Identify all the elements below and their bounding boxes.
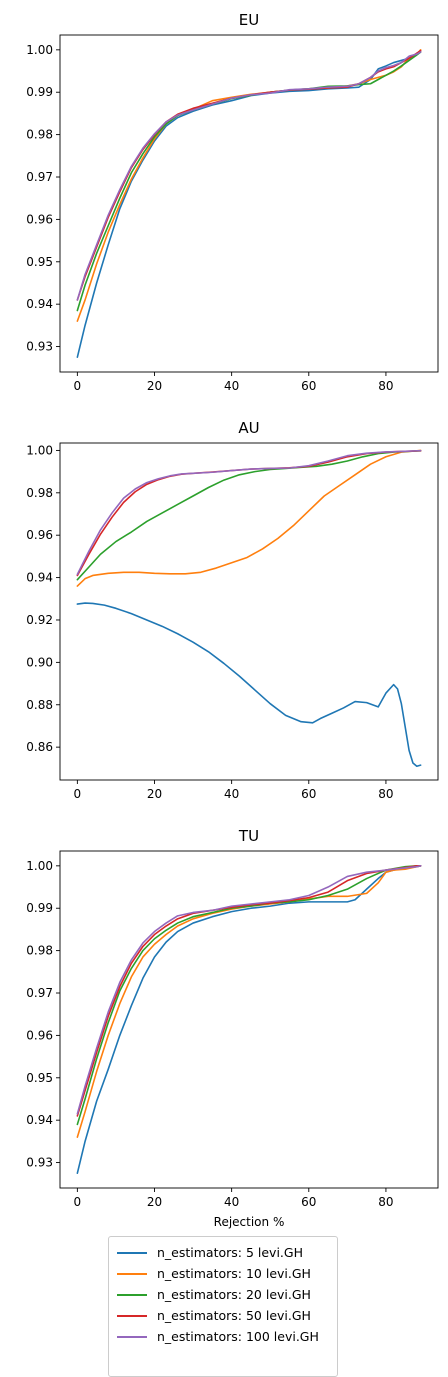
series-group bbox=[76, 449, 422, 768]
legend-label-50: n_estimators: 50 levi.GH bbox=[157, 1308, 311, 1323]
chart-panel-eu: EU 0 20 40 60 80 0.93 0.94 0.95 0.96 0.97 0.98 0.99 1… bbox=[26, 11, 439, 393]
y-tick-label: 0.98 bbox=[26, 944, 53, 958]
legend-swatch-50 bbox=[117, 1314, 147, 1317]
x-tick-label: 40 bbox=[224, 379, 239, 393]
y-tick-label: 0.93 bbox=[26, 340, 53, 354]
series-line-1 bbox=[76, 865, 422, 1174]
y-tick-label: 0.94 bbox=[26, 571, 53, 585]
y-tick-label: 1.00 bbox=[26, 443, 53, 457]
y-tick-label: 0.90 bbox=[26, 655, 53, 669]
legend-item: n_estimators: 50 levi.GH bbox=[117, 1305, 329, 1326]
y-tick-label: 0.88 bbox=[26, 698, 53, 712]
y-tick-label: 0.98 bbox=[26, 486, 53, 500]
legend: n_estimators: 5 levi.GH n_estimators: 10… bbox=[108, 1236, 338, 1377]
x-tick-label: 40 bbox=[224, 1195, 239, 1209]
y-tick-label: 0.96 bbox=[26, 528, 53, 542]
legend-label-20: n_estimators: 20 levi.GH bbox=[157, 1287, 311, 1302]
legend-item: n_estimators: 10 levi.GH bbox=[117, 1263, 329, 1284]
y-tick-label: 0.96 bbox=[26, 212, 53, 226]
series-line-4 bbox=[76, 865, 422, 1117]
series-group bbox=[76, 49, 422, 358]
chart-title: EU bbox=[239, 11, 259, 29]
x-tick-label: 80 bbox=[378, 379, 393, 393]
series-line-2 bbox=[76, 49, 422, 322]
legend-swatch-5 bbox=[117, 1251, 147, 1254]
x-tick-label: 80 bbox=[378, 787, 393, 801]
series-line-3 bbox=[76, 865, 422, 1126]
legend-label-100: n_estimators: 100 levi.GH bbox=[157, 1329, 319, 1344]
x-tick-label: 20 bbox=[147, 1195, 162, 1209]
y-tick-label: 1.00 bbox=[26, 859, 53, 873]
series-line-1 bbox=[76, 602, 422, 768]
series-line-5 bbox=[76, 449, 422, 576]
series-line-2 bbox=[76, 449, 422, 587]
axes-frame bbox=[59, 850, 439, 1189]
x-tick-label: 0 bbox=[74, 1195, 82, 1209]
series-line-5 bbox=[76, 865, 422, 1115]
legend-swatch-20 bbox=[117, 1293, 147, 1296]
chart-title: AU bbox=[238, 419, 259, 437]
axes-frame bbox=[59, 442, 439, 781]
legend-item: n_estimators: 100 levi.GH bbox=[117, 1326, 329, 1347]
legend-label-10: n_estimators: 10 levi.GH bbox=[157, 1266, 311, 1281]
x-tick-label: 60 bbox=[301, 787, 316, 801]
y-tick-label: 0.94 bbox=[26, 297, 53, 311]
series-line-1 bbox=[76, 51, 422, 358]
x-tick-label: 80 bbox=[378, 1195, 393, 1209]
y-tick-label: 1.00 bbox=[26, 43, 53, 57]
x-axis-label: Rejection % bbox=[214, 1215, 285, 1229]
chart-title: TU bbox=[238, 827, 259, 845]
legend-label-5: n_estimators: 5 levi.GH bbox=[157, 1245, 303, 1260]
y-tick-label: 0.97 bbox=[26, 170, 53, 184]
legend-swatch-100 bbox=[117, 1335, 147, 1338]
x-tick-label: 60 bbox=[301, 1195, 316, 1209]
legend-item: n_estimators: 20 levi.GH bbox=[117, 1284, 329, 1305]
y-tick-label: 0.86 bbox=[26, 740, 53, 754]
y-tick-label: 0.93 bbox=[26, 1156, 53, 1170]
y-tick-label: 0.95 bbox=[26, 255, 53, 269]
y-tick-label: 0.94 bbox=[26, 1113, 53, 1127]
x-tick-label: 20 bbox=[147, 379, 162, 393]
legend-swatch-10 bbox=[117, 1272, 147, 1275]
series-line-3 bbox=[76, 450, 422, 581]
x-tick-label: 0 bbox=[74, 379, 82, 393]
axes-frame bbox=[59, 34, 439, 373]
x-tick-label: 20 bbox=[147, 787, 162, 801]
series-group bbox=[76, 865, 422, 1174]
series-line-5 bbox=[76, 51, 422, 301]
y-tick-label: 0.99 bbox=[26, 85, 53, 99]
x-tick-label: 60 bbox=[301, 379, 316, 393]
x-tick-label: 0 bbox=[74, 787, 82, 801]
y-tick-label: 0.95 bbox=[26, 1071, 53, 1085]
legend-item: n_estimators: 5 levi.GH bbox=[117, 1242, 329, 1263]
x-tick-label: 40 bbox=[224, 787, 239, 801]
y-tick-label: 0.98 bbox=[26, 128, 53, 142]
series-line-3 bbox=[76, 51, 422, 312]
y-tick-label: 0.99 bbox=[26, 901, 53, 915]
chart-panel-tu: TU 0 20 40 60 80 0.93 0.94 0.95 0.96 0.97 0.98 0.99 1… bbox=[26, 827, 439, 1229]
y-tick-label: 0.92 bbox=[26, 613, 53, 627]
y-tick-label: 0.97 bbox=[26, 986, 53, 1000]
series-line-4 bbox=[76, 49, 422, 301]
chart-panel-au: AU 0 20 40 60 80 0.86 0.88 0.90 0.92 0.94 0.96 0.98 1… bbox=[26, 419, 439, 801]
y-tick-label: 0.96 bbox=[26, 1028, 53, 1042]
